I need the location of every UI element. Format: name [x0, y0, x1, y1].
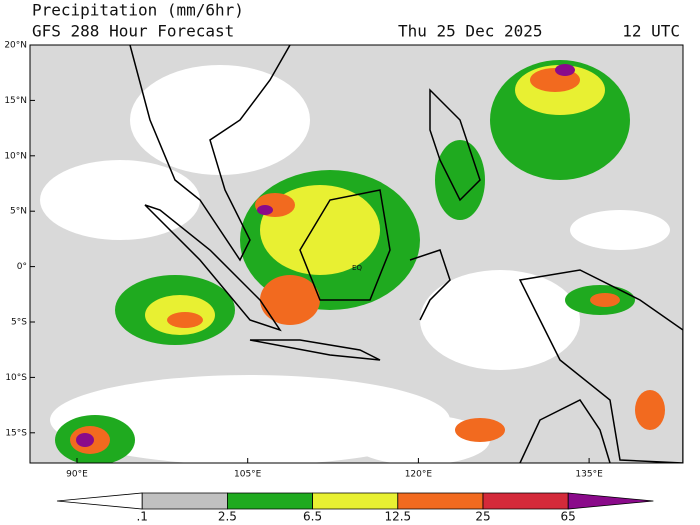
colorbar-label: 2.5 [218, 510, 237, 524]
lat-label: 5°N [10, 207, 27, 217]
date: Thu 25 Dec 2025 [398, 22, 543, 41]
colorbar-label: 65 [561, 510, 576, 524]
colorbar-label: 12.5 [384, 510, 411, 524]
colorbar-segment [56, 492, 143, 510]
lat-label: 5°S [11, 318, 27, 328]
precip-field [30, 45, 683, 463]
lon-label: 120°E [405, 470, 433, 480]
lon-label: 105°E [234, 470, 262, 480]
lat-label: 15°S [5, 428, 27, 438]
colorbar-label: .1 [136, 510, 147, 524]
lon-label: 90°E [66, 470, 88, 480]
colorbar-segment [227, 492, 313, 510]
lon-label: 135°E [575, 470, 603, 480]
lat-label: 10°N [4, 151, 27, 161]
colorbar-label: 25 [475, 510, 490, 524]
equator-label: EQ [352, 264, 362, 272]
subtitle: GFS 288 Hour Forecast [32, 22, 234, 41]
time: 12 UTC [622, 22, 680, 41]
colorbar-segment [141, 492, 228, 510]
lat-label: 0° [17, 262, 27, 272]
lat-label: 15°N [4, 96, 27, 106]
colorbar-segment [397, 492, 484, 510]
map-frame [29, 44, 684, 464]
lat-label: 20°N [4, 41, 27, 51]
colorbar-label: 6.5 [303, 510, 322, 524]
colorbar-segment [567, 492, 654, 510]
title: Precipitation (mm/6hr) [32, 1, 244, 20]
lat-label: 10°S [5, 373, 27, 383]
colorbar-segment [312, 492, 399, 510]
colorbar-segment [482, 492, 569, 510]
